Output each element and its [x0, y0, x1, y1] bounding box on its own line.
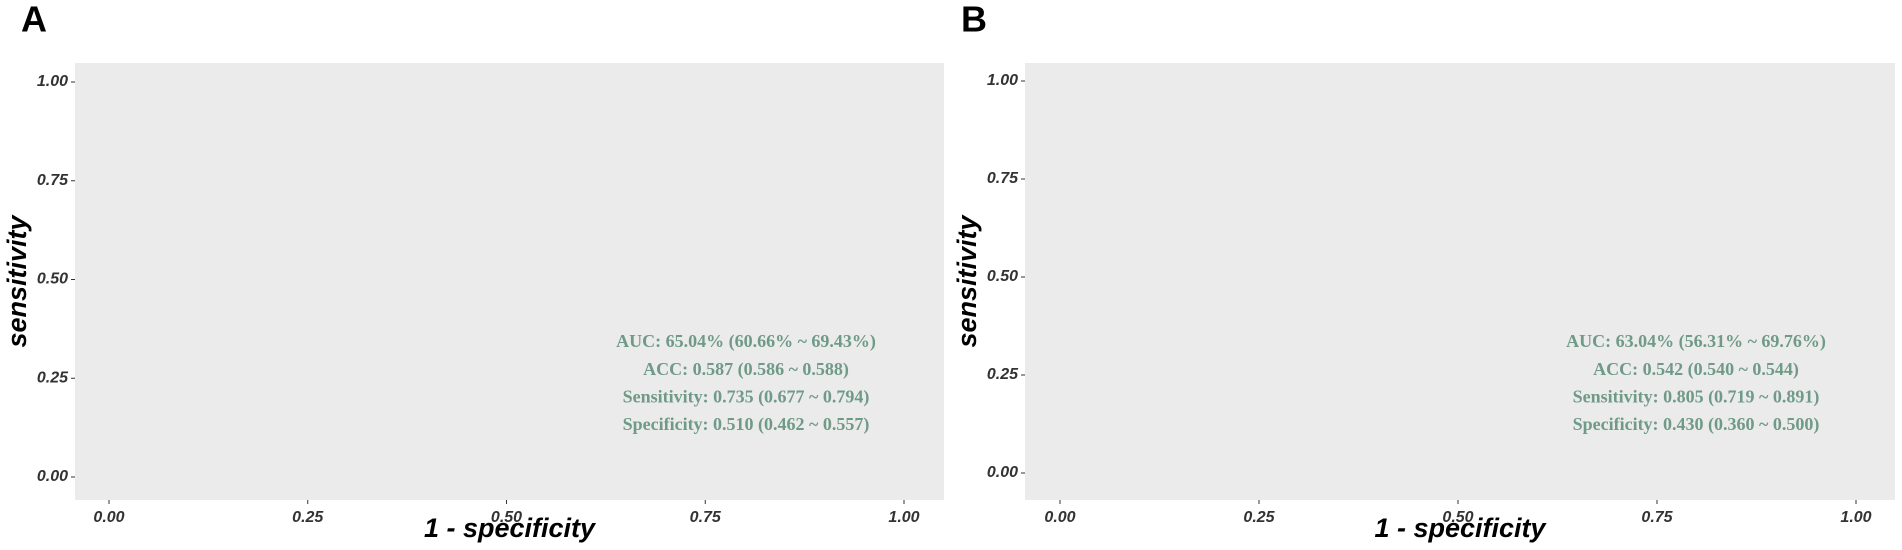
annotation: AUC: 65.04% (60.66% ~ 69.43%) — [616, 331, 876, 352]
x-tick-label: 1.00 — [1840, 509, 1871, 526]
y-tick-label: 0.00 — [987, 464, 1018, 481]
y-tick-label: 0.25 — [987, 366, 1019, 383]
y-axis-title: sensitivity — [2, 213, 32, 347]
x-tick-label: 1.00 — [888, 509, 919, 526]
y-tick-label: 0.50 — [37, 271, 68, 288]
y-tick-label: 0.50 — [987, 268, 1018, 285]
y-axis-title: sensitivity — [952, 213, 982, 347]
y-tick-label: 1.00 — [37, 73, 68, 90]
x-axis-title: 1 - specificity — [424, 513, 597, 543]
x-tick-label: 0.00 — [93, 509, 124, 526]
y-tick-label: 0.25 — [37, 369, 69, 386]
panel-label: B — [961, 0, 987, 40]
y-tick-label: 0.75 — [37, 172, 69, 189]
x-tick-label: 0.50 — [491, 509, 522, 526]
x-tick-label: 0.25 — [292, 509, 324, 526]
y-tick-label: 1.00 — [987, 72, 1018, 89]
panel-label: A — [21, 0, 47, 40]
x-tick-label: 0.75 — [1641, 509, 1673, 526]
x-tick-label: 0.00 — [1044, 509, 1075, 526]
annotation: Sensitivity: 0.805 (0.719 ~ 0.891) — [1573, 387, 1820, 408]
x-tick-label: 0.50 — [1442, 509, 1473, 526]
annotation: Sensitivity: 0.735 (0.677 ~ 0.794) — [623, 387, 870, 408]
annotation: AUC: 63.04% (56.31% ~ 69.76%) — [1566, 331, 1826, 352]
annotation: ACC: 0.542 (0.540 ~ 0.544) — [1593, 359, 1799, 380]
x-axis-title: 1 - specificity — [1374, 513, 1547, 543]
x-tick-label: 0.25 — [1243, 509, 1275, 526]
plot-background — [75, 63, 944, 500]
y-tick-label: 0.75 — [987, 170, 1019, 187]
annotation: Specificity: 0.510 (0.462 ~ 0.557) — [623, 414, 870, 435]
y-tick-label: 0.00 — [37, 468, 68, 485]
x-tick-label: 0.75 — [690, 509, 722, 526]
annotation: Specificity: 0.430 (0.360 ~ 0.500) — [1573, 414, 1820, 435]
plot-background — [1025, 63, 1895, 500]
annotation: ACC: 0.587 (0.586 ~ 0.588) — [643, 359, 849, 380]
